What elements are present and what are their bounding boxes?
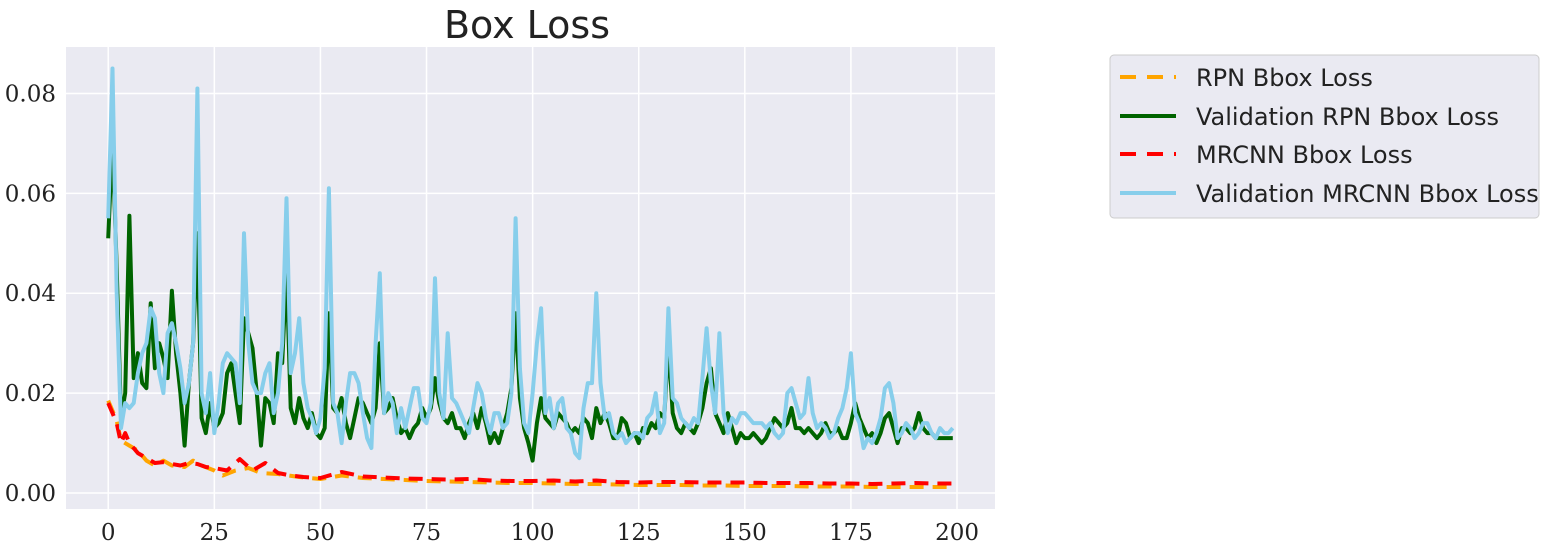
y-axis-ticks: 0.00 0.02 0.04 0.06 0.08: [5, 81, 56, 507]
y-tick-label: 0.00: [5, 481, 56, 507]
x-tick-label: 200: [935, 520, 979, 546]
y-tick-label: 0.02: [5, 381, 56, 407]
x-tick-label: 50: [306, 520, 335, 546]
legend-label-0: RPN Bbox Loss: [1196, 64, 1373, 92]
x-tick-label: 175: [829, 520, 873, 546]
legend-label-3: Validation MRCNN Bbox Loss: [1196, 180, 1539, 208]
x-axis-ticks: 0 25 50 75 100 125 150 175 200: [101, 520, 979, 546]
legend: RPN Bbox Loss Validation RPN Bbox Loss MRC…: [1109, 54, 1540, 219]
y-tick-label: 0.08: [5, 81, 56, 107]
x-tick-label: 75: [412, 520, 441, 546]
y-tick-label: 0.04: [5, 281, 56, 307]
y-tick-label: 0.06: [5, 181, 56, 207]
chart-title: Box Loss: [444, 3, 610, 47]
x-tick-label: 100: [511, 520, 555, 546]
plot-area: [66, 47, 995, 509]
series-lines: [106, 66, 955, 489]
x-tick-label: 0: [101, 520, 116, 546]
legend-label-1: Validation RPN Bbox Loss: [1196, 103, 1499, 131]
x-tick-label: 150: [723, 520, 767, 546]
x-tick-label: 25: [200, 520, 229, 546]
legend-label-2: MRCNN Bbox Loss: [1196, 141, 1413, 169]
series-line-2: [106, 402, 953, 486]
legend-box: [1109, 54, 1540, 219]
series-line-3: [106, 66, 955, 461]
x-tick-label: 125: [617, 520, 661, 546]
